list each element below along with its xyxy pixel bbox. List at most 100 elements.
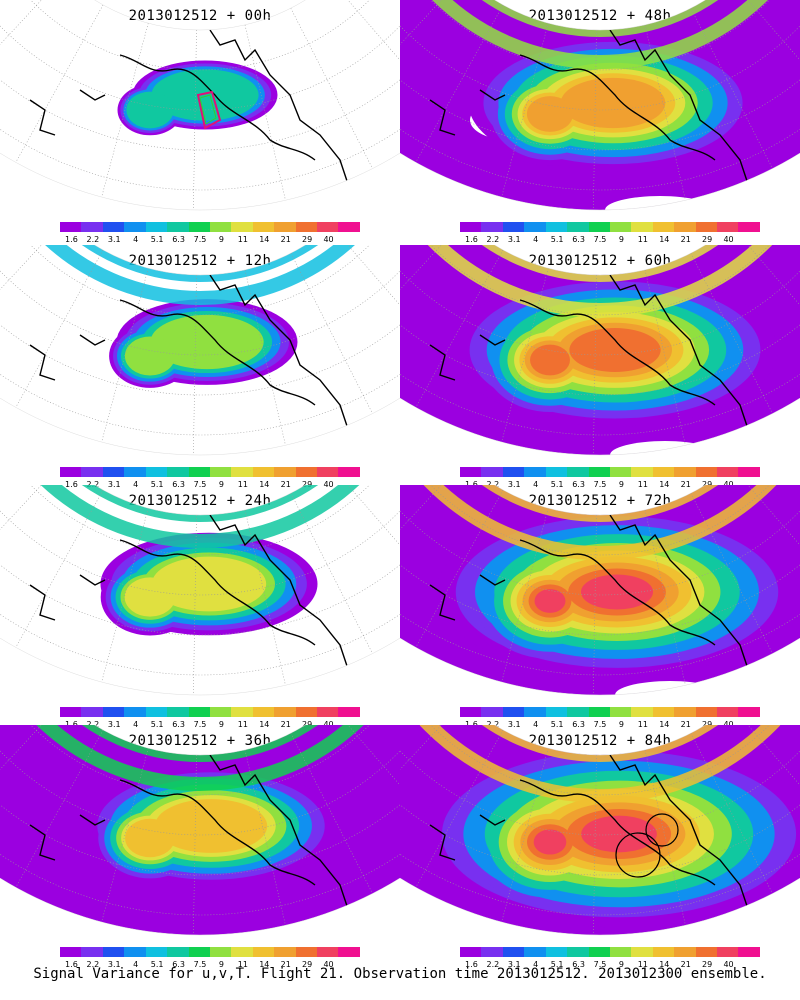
colorbar-labels: 1.6 2.2 3.1 4 5.1 6.3 7.5 9 11 14 21 29 40 [60, 235, 360, 245]
colorbar-swatch [295, 467, 318, 477]
colorbar-swatch [652, 467, 675, 477]
colorbar [460, 947, 760, 957]
panel-title: 2013012512 + 36h [128, 733, 272, 749]
colorbar-swatch [252, 222, 275, 232]
colorbar-swatch [209, 222, 232, 232]
colorbar-tick-label: 11 [637, 480, 648, 489]
colorbar-swatch [102, 947, 125, 957]
colorbar-swatch [652, 707, 675, 717]
colorbar-tick-label: 1.6 [465, 960, 478, 969]
colorbar-swatch [81, 467, 103, 477]
colorbar-tick-label: 14 [659, 480, 670, 489]
colorbar-swatch [567, 222, 589, 232]
colorbar-tick-label: 11 [237, 235, 248, 244]
panel-title: 2013012512 + 00h [128, 8, 272, 24]
colorbar-tick-label: 1.6 [465, 235, 478, 244]
colorbar-swatch [588, 222, 610, 232]
colorbar-tick-label: 7.5 [193, 720, 207, 729]
variance-map [0, 245, 400, 456]
colorbar-swatch [717, 947, 739, 957]
colorbar-tick-label: 21 [280, 720, 291, 729]
colorbar-tick-label: 6.3 [172, 235, 185, 244]
colorbar-swatch [209, 947, 232, 957]
colorbar-tick-label: 14 [259, 480, 270, 489]
colorbar-swatch [524, 947, 546, 957]
colorbar-tick-label: 4 [533, 720, 539, 729]
colorbar-swatch [188, 222, 210, 232]
map-panel-36h: 2013012512 + 36h 1.6 2.2 3.1 4 5.1 6.3 7.5 9 11 14… [0, 725, 400, 970]
colorbar-tick-label: 9 [218, 720, 224, 729]
colorbar-swatch [60, 947, 82, 957]
colorbar-swatch [502, 947, 525, 957]
colorbar-labels: 1.6 2.2 3.1 4 5.1 6.3 7.5 9 11 14 21 29 40 [460, 960, 760, 970]
panel-title: 2013012512 + 72h [528, 493, 672, 509]
colorbar-tick-label: 6.3 [172, 480, 185, 489]
colorbar-swatch [145, 222, 168, 232]
variance-map [0, 0, 400, 211]
colorbar-swatch [502, 707, 525, 717]
colorbar-tick-label: 3.1 [107, 720, 121, 729]
colorbar-tick-label: 2.2 [86, 235, 100, 244]
colorbar-tick-label: 29 [302, 960, 313, 969]
colorbar-tick-label: 6.3 [572, 960, 585, 969]
colorbar-tick-label: 9 [618, 720, 624, 729]
colorbar-labels: 1.6 2.2 3.1 4 5.1 6.3 7.5 9 11 14 21 29 40 [460, 235, 760, 245]
colorbar-swatch [567, 467, 589, 477]
colorbar-tick-label: 14 [659, 235, 670, 244]
colorbar-swatch [167, 222, 189, 232]
colorbar-tick-label: 3.1 [507, 235, 521, 244]
colorbar-tick-label: 5.1 [150, 235, 164, 244]
colorbar-tick-label: 7.5 [593, 235, 607, 244]
colorbar-tick-label: 21 [280, 480, 291, 489]
colorbar-swatch [252, 707, 275, 717]
colorbar-swatch [81, 222, 103, 232]
colorbar [60, 947, 360, 957]
colorbar-swatch [674, 707, 696, 717]
colorbar-swatch [738, 467, 760, 477]
colorbar-swatch [609, 222, 632, 232]
colorbar-swatch [231, 222, 253, 232]
colorbar-tick-label: 1.6 [65, 480, 78, 489]
colorbar-swatch [295, 947, 318, 957]
map-panel-60h: 2013012512 + 60h1.62.23.145.16.37.591114… [400, 245, 800, 490]
colorbar-swatch [60, 222, 82, 232]
colorbar-swatch [460, 222, 482, 232]
colorbar-swatch [738, 947, 760, 957]
colorbar-tick-label: 5.1 [550, 480, 564, 489]
colorbar-swatch [145, 947, 168, 957]
variance-map [400, 0, 800, 211]
colorbar-tick-label: 5.1 [150, 720, 164, 729]
colorbar-swatch [124, 467, 146, 477]
figure-caption: Signal Variance for u,v,T. Flight 21. Ob… [33, 966, 767, 982]
variance-map [400, 485, 800, 696]
colorbar-swatch [631, 467, 653, 477]
colorbar-swatch [717, 467, 739, 477]
map-panel-00h: 2013012512 + 00h 1.6 2.2 3.1 4 5.1 6.3 7.5 9 11 14… [0, 0, 400, 245]
colorbar-tick-label: 21 [680, 960, 691, 969]
colorbar-tick-label: 14 [659, 720, 670, 729]
panel-title: 2013012512 + 60h [528, 253, 672, 269]
colorbar-tick-label: 3.1 [507, 480, 521, 489]
colorbar-swatch [609, 707, 632, 717]
colorbar-tick-label: 7.5 [593, 480, 607, 489]
colorbar-swatch [588, 467, 610, 477]
colorbar-swatch [481, 947, 503, 957]
colorbar-tick-label: 5.1 [550, 960, 564, 969]
colorbar-tick-label: 11 [237, 960, 248, 969]
colorbar-tick-label: 2.2 [486, 960, 500, 969]
colorbar-tick-label: 9 [218, 235, 224, 244]
colorbar-swatch [652, 947, 675, 957]
colorbar-tick-label: 14 [259, 720, 270, 729]
colorbar-swatch [588, 947, 610, 957]
colorbar-swatch [609, 467, 632, 477]
colorbar-swatch [167, 947, 189, 957]
colorbar-swatch [695, 947, 718, 957]
colorbar [60, 222, 360, 232]
colorbar-swatch [317, 222, 339, 232]
panel-title: 2013012512 + 24h [128, 493, 272, 509]
colorbar-swatch [188, 467, 210, 477]
colorbar-tick-label: 2.2 [86, 960, 100, 969]
colorbar-swatch [81, 707, 103, 717]
variance-map [0, 725, 400, 936]
colorbar-tick-label: 29 [702, 960, 713, 969]
